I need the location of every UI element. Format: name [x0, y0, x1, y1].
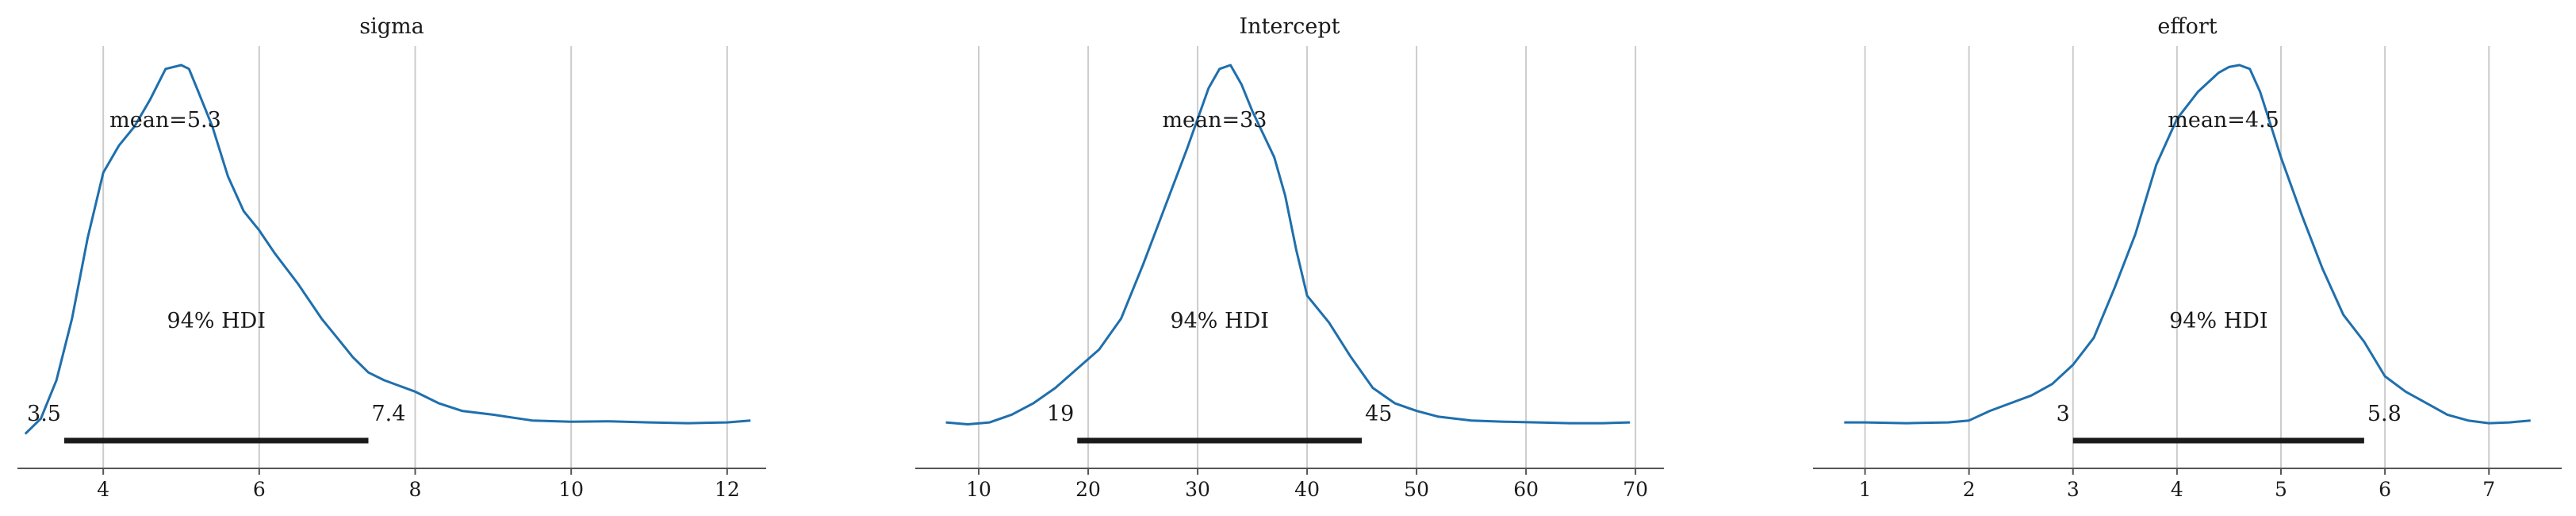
- x-tick-label: 4: [2171, 478, 2183, 501]
- x-tick-label: 5: [2275, 478, 2287, 501]
- hdi-label: 94% HDI: [1170, 309, 1268, 333]
- x-tick-label: 6: [2379, 478, 2391, 501]
- x-tick-label: 4: [97, 478, 109, 501]
- hdi-high-label: 45: [1365, 402, 1392, 426]
- x-tick-label: 20: [1075, 478, 1101, 501]
- x-tick-label: 2: [1963, 478, 1976, 501]
- x-tick-label: 10: [558, 478, 584, 501]
- hdi-label: 94% HDI: [2169, 309, 2267, 333]
- panel-title: Intercept: [1239, 14, 1340, 39]
- panel-2: 10 20 30 40 50 60 70 Intercept mean=33 94% HDI 19 4…: [915, 14, 1664, 501]
- x-tick-label: 6: [253, 478, 266, 501]
- x-tick-label: 50: [1404, 478, 1429, 501]
- x-tick-label: 7: [2482, 478, 2495, 501]
- x-tick-label: 1: [1859, 478, 1872, 501]
- hdi-high-label: 5.8: [2367, 402, 2402, 426]
- panel-1: 4 6 8 10 12 sigma mean=5.3 94% HDI 3.5 7.4: [17, 14, 766, 501]
- mean-label: mean=4.5: [2168, 108, 2279, 133]
- panel-3: 1 2 3 4 5 6 7 effort mean=4.5 94% HDI 3 5.8: [1813, 14, 2562, 501]
- mean-label: mean=5.3: [109, 108, 221, 133]
- x-tick-label: 60: [1513, 478, 1539, 501]
- density-curve: [1844, 64, 2531, 425]
- x-tick-label: 12: [715, 478, 740, 501]
- panel-title: effort: [2157, 14, 2217, 39]
- x-tick-label: 3: [2067, 478, 2080, 501]
- hdi-low-label: 3.5: [27, 402, 61, 426]
- panel-title: sigma: [359, 14, 424, 39]
- mean-label: mean=33: [1162, 108, 1267, 133]
- hdi-low-label: 19: [1047, 402, 1074, 426]
- x-tick-label: 10: [966, 478, 991, 501]
- hdi-label: 94% HDI: [167, 309, 266, 333]
- hdi-high-label: 7.4: [372, 402, 406, 426]
- x-tick-label: 40: [1294, 478, 1320, 501]
- x-tick-label: 8: [409, 478, 422, 501]
- hdi-low-label: 3: [2057, 402, 2070, 426]
- density-curve: [24, 64, 751, 435]
- x-tick-label: 70: [1623, 478, 1648, 501]
- density-curve: [945, 64, 1631, 426]
- x-tick-label: 30: [1185, 478, 1210, 501]
